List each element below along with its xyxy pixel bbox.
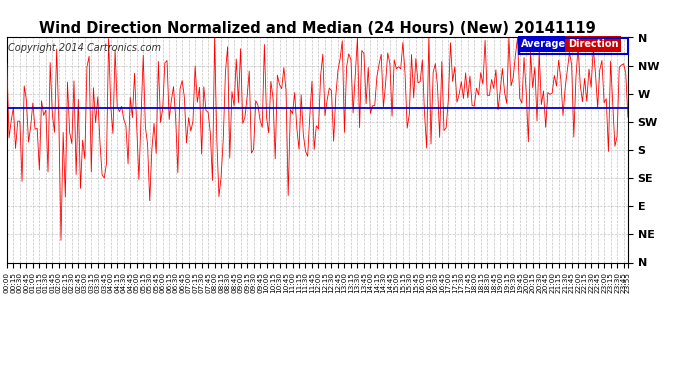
Text: Average: Average	[521, 39, 566, 49]
Title: Wind Direction Normalized and Median (24 Hours) (New) 20141119: Wind Direction Normalized and Median (24…	[39, 21, 595, 36]
Text: Copyright 2014 Cartronics.com: Copyright 2014 Cartronics.com	[8, 43, 161, 52]
Text: Direction: Direction	[568, 39, 618, 49]
